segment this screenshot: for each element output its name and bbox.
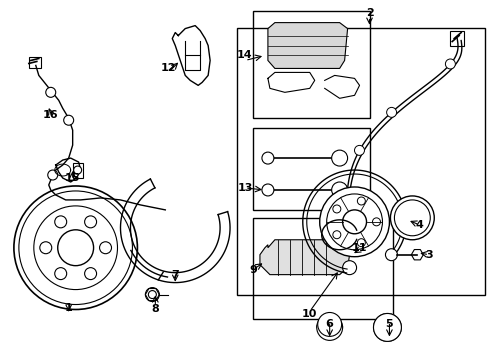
Bar — [237, 28, 484, 294]
Circle shape — [46, 87, 56, 97]
Circle shape — [34, 206, 117, 289]
Bar — [252, 11, 369, 118]
Circle shape — [48, 170, 58, 180]
Circle shape — [326, 194, 382, 250]
Circle shape — [262, 152, 273, 164]
Text: 8: 8 — [151, 305, 159, 315]
Text: 13: 13 — [237, 183, 252, 193]
Circle shape — [55, 267, 66, 280]
Circle shape — [316, 315, 342, 340]
Polygon shape — [316, 319, 342, 328]
Text: 5: 5 — [385, 319, 392, 329]
Circle shape — [40, 242, 52, 254]
Text: 11: 11 — [351, 243, 366, 253]
Text: 12: 12 — [160, 63, 176, 73]
Bar — [252, 218, 393, 319]
Polygon shape — [267, 23, 347, 68]
Text: 7: 7 — [171, 270, 179, 280]
Text: 9: 9 — [248, 265, 256, 275]
Text: 14: 14 — [237, 50, 252, 60]
Circle shape — [354, 145, 364, 156]
Circle shape — [317, 312, 341, 336]
Circle shape — [357, 197, 365, 205]
Bar — [73, 163, 82, 178]
Circle shape — [386, 107, 396, 117]
Circle shape — [385, 249, 397, 261]
Text: 10: 10 — [302, 310, 317, 319]
Text: 3: 3 — [425, 250, 432, 260]
Text: 2: 2 — [365, 8, 373, 18]
Circle shape — [63, 115, 74, 125]
Circle shape — [19, 191, 132, 305]
Text: 4: 4 — [414, 220, 423, 230]
Circle shape — [342, 210, 366, 234]
Circle shape — [372, 218, 380, 226]
Polygon shape — [260, 240, 349, 275]
Circle shape — [394, 200, 429, 236]
Circle shape — [148, 291, 156, 298]
Circle shape — [342, 241, 356, 255]
Circle shape — [331, 150, 347, 166]
Bar — [29, 58, 41, 68]
Circle shape — [331, 182, 347, 198]
Circle shape — [373, 314, 401, 341]
Circle shape — [262, 184, 273, 196]
Circle shape — [379, 319, 395, 336]
Bar — [252, 128, 369, 210]
Circle shape — [84, 267, 96, 280]
Circle shape — [332, 231, 340, 239]
Circle shape — [14, 186, 137, 310]
Bar — [449, 31, 463, 45]
Text: 16: 16 — [43, 110, 59, 120]
Circle shape — [58, 230, 93, 266]
Circle shape — [445, 59, 454, 69]
Circle shape — [342, 261, 356, 275]
Circle shape — [100, 242, 111, 254]
Text: 15: 15 — [65, 173, 80, 183]
Text: 1: 1 — [65, 302, 72, 312]
Circle shape — [373, 314, 401, 341]
Circle shape — [74, 166, 81, 174]
Circle shape — [357, 239, 365, 247]
Text: 6: 6 — [325, 319, 333, 329]
Circle shape — [332, 205, 340, 213]
Circle shape — [84, 216, 96, 228]
Circle shape — [389, 196, 433, 240]
Circle shape — [145, 288, 159, 302]
Circle shape — [55, 216, 66, 228]
Circle shape — [319, 187, 388, 257]
